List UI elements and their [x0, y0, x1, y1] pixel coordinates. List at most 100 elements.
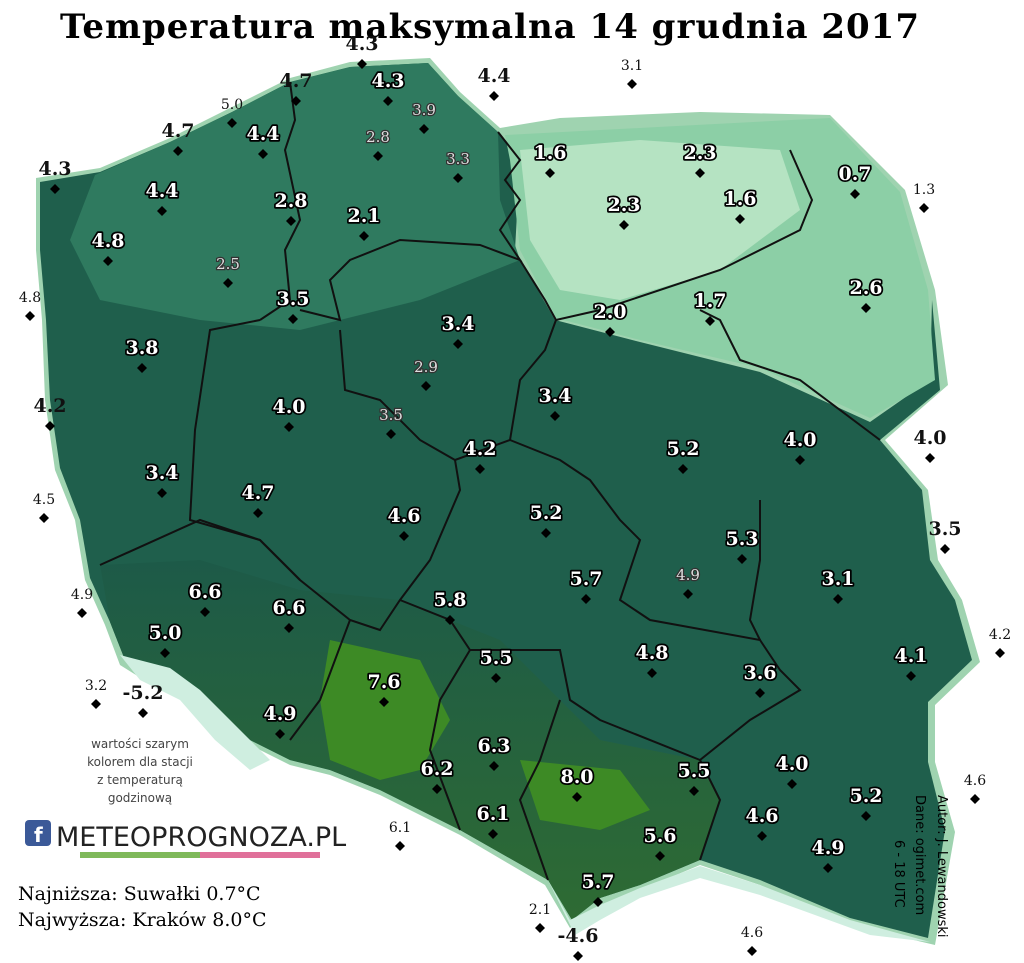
- station-marker: [861, 811, 871, 821]
- station-marker: [200, 607, 210, 617]
- station-value: -4.6: [558, 925, 599, 947]
- station-marker: [288, 314, 298, 324]
- station-value: 6.2: [420, 758, 453, 780]
- station-marker: [25, 311, 35, 321]
- station-value: 3.2: [85, 678, 107, 694]
- station-value: 2.3: [607, 194, 640, 216]
- station-marker: [795, 455, 805, 465]
- station-value: 3.4: [538, 385, 571, 407]
- station-value: 6.3: [477, 735, 510, 757]
- station-value: 4.9: [676, 566, 700, 584]
- credit-time: 6 - 18 UTC: [891, 840, 906, 908]
- station-marker: [737, 554, 747, 564]
- station-marker: [227, 118, 237, 128]
- station-value: 4.0: [783, 429, 816, 451]
- station-marker: [787, 779, 797, 789]
- station-marker: [157, 488, 167, 498]
- station-value: 4.7: [279, 70, 312, 92]
- station-value: 4.4: [477, 65, 510, 87]
- station-value: 2.6: [849, 277, 882, 299]
- station-marker: [421, 381, 431, 391]
- station-value: 6.6: [188, 581, 221, 603]
- station-marker: [705, 316, 715, 326]
- station-value: 2.1: [529, 902, 551, 918]
- station-value: 1.6: [533, 142, 566, 164]
- station-value: 4.9: [263, 703, 296, 725]
- station-marker: [223, 278, 233, 288]
- station-value: 6.6: [272, 597, 305, 619]
- station-value: 5.3: [725, 528, 758, 550]
- station-marker: [453, 339, 463, 349]
- station-marker: [581, 594, 591, 604]
- note-line: wartości szarym: [91, 737, 189, 751]
- station-marker: [489, 761, 499, 771]
- station-marker: [445, 615, 455, 625]
- station-marker: [453, 173, 463, 183]
- station-marker: [419, 124, 429, 134]
- station-marker: [50, 184, 60, 194]
- station-value: 3.5: [276, 288, 309, 310]
- station-value: 3.1: [621, 58, 643, 74]
- station-marker: [488, 829, 498, 839]
- station-marker: [689, 786, 699, 796]
- station-value: 3.4: [441, 313, 474, 335]
- station-marker: [253, 508, 263, 518]
- station-marker: [77, 608, 87, 618]
- logo: f METEOPROGNOZA.PL: [25, 820, 346, 858]
- station-value: 3.9: [412, 101, 436, 119]
- station-marker: [45, 421, 55, 431]
- station-marker: [359, 231, 369, 241]
- station-value: 6.1: [476, 803, 509, 825]
- map-shape: [36, 58, 980, 945]
- station-marker: [432, 784, 442, 794]
- station-marker: [291, 96, 301, 106]
- station-marker: [157, 206, 167, 216]
- station-value: 5.2: [849, 785, 882, 807]
- station-marker: [861, 303, 871, 313]
- station-value: 3.1: [821, 568, 854, 590]
- station-value: 4.0: [272, 396, 305, 418]
- station-value: 1.6: [723, 188, 756, 210]
- station-value: 4.2: [33, 395, 66, 417]
- station-value: 4.2: [989, 627, 1011, 643]
- station-marker: [925, 453, 935, 463]
- title: Temperatura maksymalna 14 grudnia 2017: [60, 7, 920, 47]
- station-marker: [757, 831, 767, 841]
- min-text: Najniższa: Suwałki 0.7°C: [18, 883, 261, 905]
- station-value: 2.0: [593, 301, 626, 323]
- station-marker: [572, 792, 582, 802]
- station-value: 5.7: [569, 568, 602, 590]
- station-marker: [138, 708, 148, 718]
- note-line: godzinową: [108, 791, 172, 805]
- station-value: 4.9: [71, 587, 93, 603]
- station-marker: [39, 513, 49, 523]
- station-value: 5.0: [148, 622, 181, 644]
- station-value: 5.6: [643, 825, 676, 847]
- station-value: 5.5: [677, 760, 710, 782]
- station-value: 4.7: [161, 120, 194, 142]
- station-value: 6.1: [389, 820, 411, 836]
- station-value: -5.2: [123, 682, 164, 704]
- note-line: kolorem dla stacji: [87, 755, 193, 769]
- station-value: 7.6: [367, 671, 400, 693]
- station-marker: [395, 841, 405, 851]
- station-marker: [995, 648, 1005, 658]
- station-marker: [850, 189, 860, 199]
- station-marker: [489, 91, 499, 101]
- station-value: 5.2: [529, 502, 562, 524]
- station-marker: [491, 673, 501, 683]
- station-value: 4.0: [913, 427, 946, 449]
- logo-bar: [200, 852, 320, 858]
- station-marker: [695, 168, 705, 178]
- station-marker: [137, 363, 147, 373]
- note-line: z temperaturą: [97, 773, 183, 787]
- station-marker: [258, 149, 268, 159]
- station-marker: [683, 589, 693, 599]
- station-value: 3.3: [446, 150, 470, 168]
- max-text: Najwyższa: Kraków 8.0°C: [18, 909, 267, 931]
- station-value: 4.9: [811, 837, 844, 859]
- station-marker: [619, 220, 629, 230]
- station-value: 5.2: [666, 438, 699, 460]
- station-marker: [173, 146, 183, 156]
